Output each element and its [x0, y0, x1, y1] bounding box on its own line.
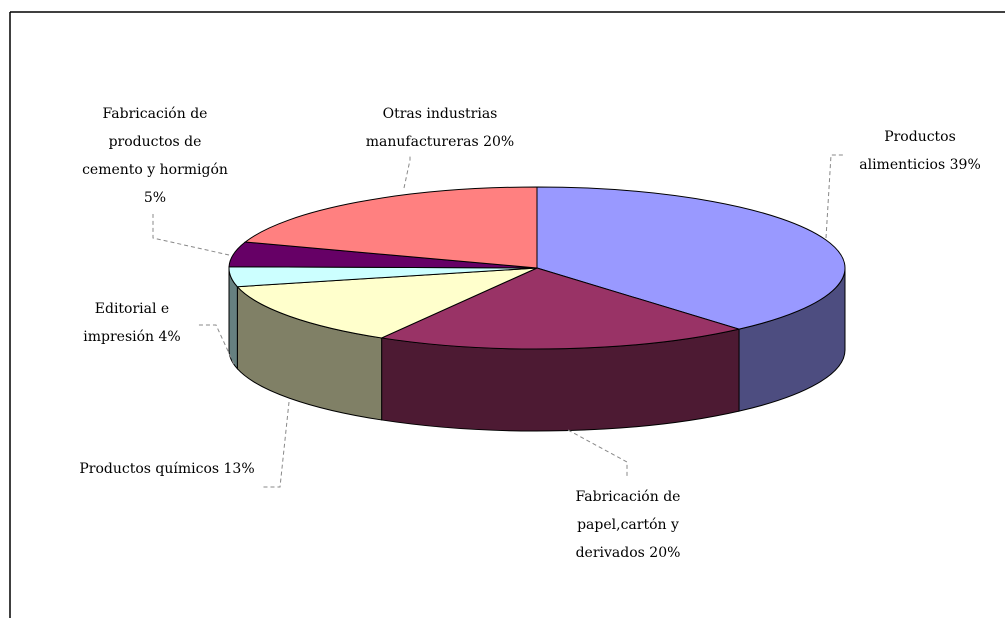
- category-name: Fabricación de productos de cemento y ho…: [82, 106, 228, 178]
- data-label: Fabricación de productos de cemento y ho…: [76, 100, 234, 212]
- value-label: 4%: [158, 329, 181, 345]
- leader-line: [567, 429, 628, 478]
- value-label: 39%: [949, 157, 981, 173]
- data-label: Editorial e impresión 4%: [68, 295, 196, 351]
- leader-line: [825, 154, 845, 239]
- data-label: Productos químicos 13%: [62, 455, 272, 483]
- category-name: Editorial e impresión: [83, 301, 170, 345]
- data-label: Fabricación de papel,cartón y derivados …: [548, 483, 708, 567]
- category-name: Fabricación de papel,cartón y derivados: [575, 489, 681, 561]
- leader-line: [198, 324, 235, 365]
- leader-line: [262, 401, 290, 488]
- category-name: Otras industrias manufactureras: [365, 106, 498, 150]
- pie-slice: [236, 267, 538, 339]
- value-label: 5%: [143, 190, 167, 206]
- category-name: Productos químicos: [79, 461, 220, 477]
- leader-line: [403, 155, 411, 189]
- value-label: 20%: [649, 545, 681, 561]
- value-label: 13%: [223, 461, 255, 477]
- data-label: Otras industrias manufactureras 20%: [335, 100, 545, 156]
- leader-line: [152, 214, 230, 256]
- pie-slice: [243, 186, 538, 269]
- pie-slice: [536, 186, 846, 330]
- data-label: Productos alimenticios 39%: [845, 123, 995, 179]
- value-label: 20%: [483, 134, 515, 150]
- category-name: Productos alimenticios: [859, 129, 956, 173]
- pie-slice: [379, 267, 741, 350]
